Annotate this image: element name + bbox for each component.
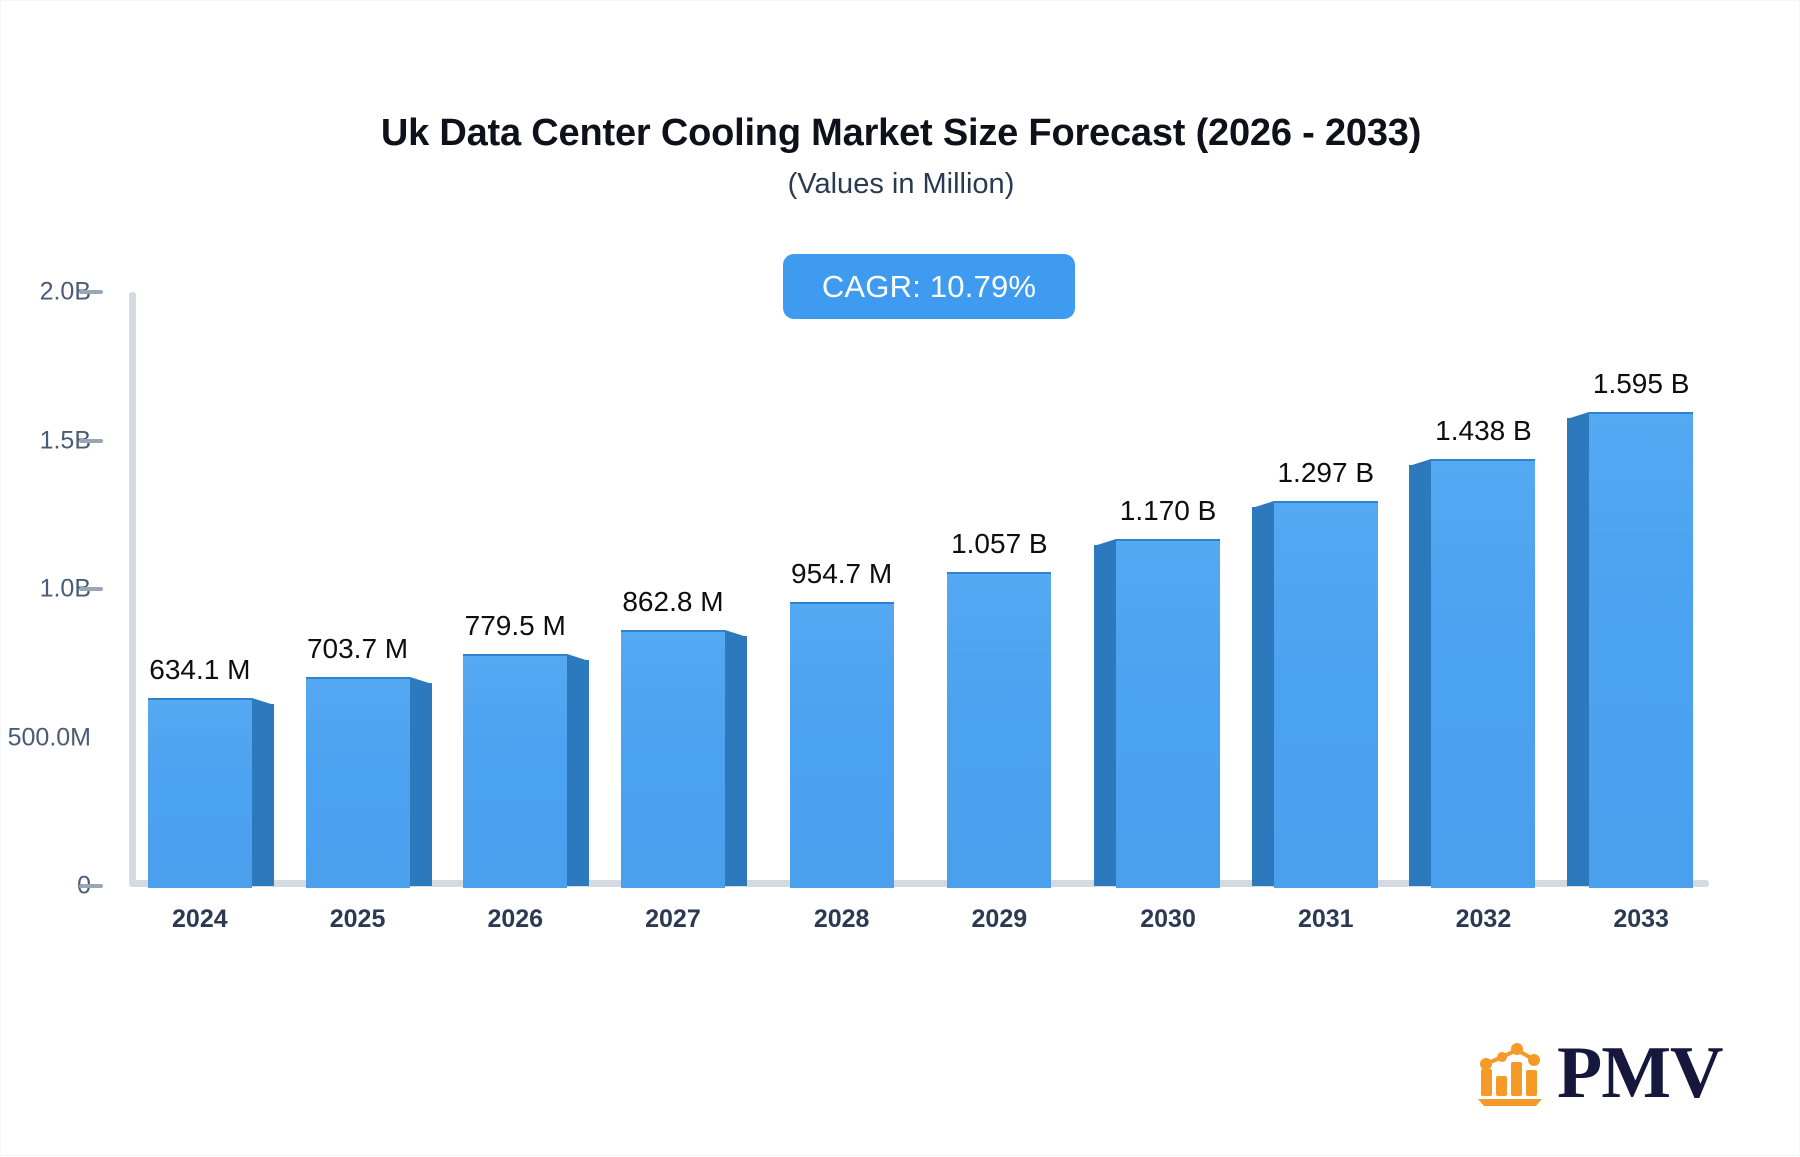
bar-top-face: [1409, 458, 1432, 466]
bar-top-face: [1094, 538, 1117, 546]
cagr-badge: CAGR: 10.79%: [783, 254, 1075, 319]
x-axis-tick-label: 2027: [645, 905, 701, 933]
bar-value-label: 634.1 M: [149, 653, 251, 685]
bar-side-face: [1094, 544, 1117, 886]
bar-value-label: 862.8 M: [622, 585, 724, 617]
bar-2029[interactable]: [947, 572, 1052, 888]
x-axis-tick-label: 2028: [813, 905, 870, 933]
bar-value-label: 1.170 B: [1119, 494, 1217, 526]
bar-side-face: [724, 635, 747, 886]
bar-side-face: [567, 660, 590, 886]
logo-wordmark: PMV: [1557, 1032, 1723, 1114]
x-axis-tick-label: 2024: [172, 905, 228, 933]
bar-2025[interactable]: [305, 677, 410, 888]
bar-side-face: [1567, 418, 1590, 886]
bar-2027[interactable]: [620, 629, 725, 888]
pmv-logo: PMV: [1473, 1031, 1723, 1115]
bar-value-label: 703.7 M: [306, 633, 409, 664]
bar-2024[interactable]: [147, 697, 252, 888]
y-axis-tick-label: 500.0M: [7, 723, 91, 751]
bar-top-face: [251, 697, 274, 705]
x-axis-tick-label: 2029: [971, 905, 1028, 933]
bar-side-face: [409, 683, 432, 886]
x-axis-tick-label: 2030: [1140, 905, 1196, 933]
y-axis-tick-mark: [79, 884, 103, 888]
x-axis-tick-label: 2031: [1297, 905, 1354, 933]
y-axis-tick-mark: [79, 438, 103, 443]
y-axis-tick-mark: [79, 587, 103, 591]
bar-value-label: 1.595 B: [1592, 368, 1690, 400]
bar-2031[interactable]: [1273, 500, 1378, 888]
bar-value-label: 1.297 B: [1277, 456, 1375, 488]
x-axis-tick-label: 2032: [1455, 905, 1512, 933]
bar-2026[interactable]: [463, 654, 568, 888]
y-axis-tick-mark: [79, 290, 103, 294]
bar-2028[interactable]: [789, 602, 894, 888]
bar-2032[interactable]: [1431, 458, 1536, 888]
x-axis-tick-label: 2033: [1613, 905, 1669, 933]
bar-top-face: [1567, 412, 1590, 420]
x-axis-tick-label: 2025: [329, 905, 386, 933]
bar-value-label: 1.438 B: [1435, 414, 1532, 446]
bar-2030[interactable]: [1116, 538, 1221, 888]
bar-side-face: [1251, 506, 1274, 886]
bar-value-label: 1.057 B: [951, 528, 1048, 560]
bar-chart-icon: [1478, 1043, 1542, 1106]
bar-side-face: [1409, 464, 1432, 886]
x-axis-line: [129, 880, 1709, 887]
bar-top-face: [567, 654, 590, 662]
bar-value-label: 954.7 M: [791, 558, 893, 590]
chart-subtitle: (Values in Million): [787, 168, 1015, 200]
bar-side-face: [251, 703, 274, 886]
bar-top-face: [409, 677, 432, 684]
bar-value-label: 779.5 M: [464, 610, 566, 642]
x-axis-tick-label: 2026: [487, 905, 544, 933]
page-title: Uk Data Center Cooling Market Size Forec…: [380, 112, 1422, 154]
bar-2033[interactable]: [1589, 412, 1694, 888]
bar-top-face: [724, 629, 747, 637]
bar-top-face: [1251, 500, 1274, 508]
y-axis-line: [129, 292, 136, 886]
